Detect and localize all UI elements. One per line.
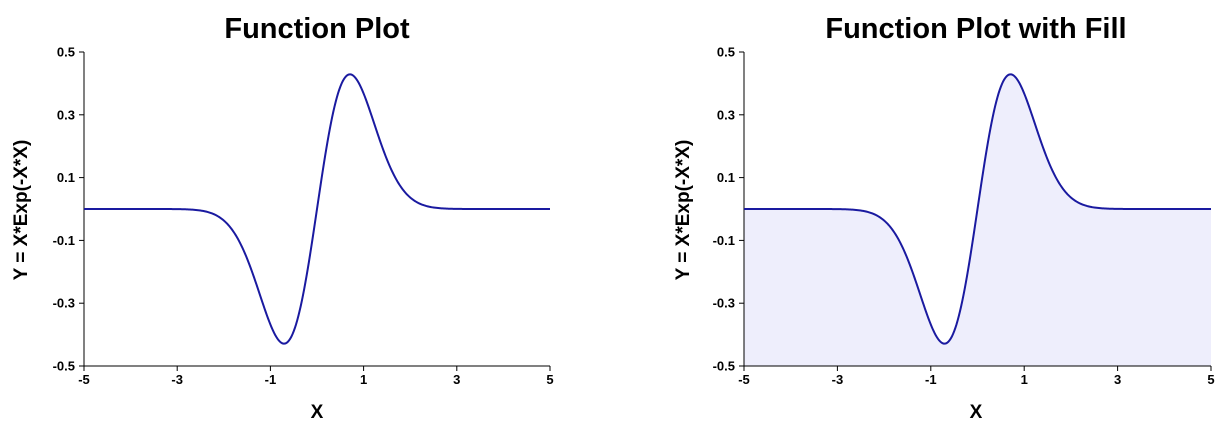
y-tick-label: 0.5: [57, 45, 75, 60]
x-axis-label: X: [311, 402, 324, 421]
y-tick-label: 0.5: [717, 45, 735, 60]
function-plot-with-fill-chart: Function Plot with Fill X Y = X*Exp(-X*X…: [673, 13, 1215, 421]
y-tick-label: -0.5: [713, 359, 735, 374]
x-tick-label: 5: [1207, 372, 1214, 387]
x-tick-label: -3: [832, 372, 844, 387]
function-plot-chart: Function Plot X Y = X*Exp(-X*X) -0.5 -0.3…: [11, 13, 554, 421]
x-tick-label: 1: [1021, 372, 1028, 387]
tick-labels: -0.5 -0.3 -0.1 0.1 0.3 0.5 -5 -3 -1 1 3 5: [53, 45, 554, 388]
x-tick-label: -1: [265, 372, 277, 387]
y-tick-label: -0.1: [713, 233, 735, 248]
x-tick-label: 3: [1114, 372, 1121, 387]
x-tick-label: -5: [738, 372, 750, 387]
y-axis-label: Y = X*Exp(-X*X): [11, 140, 32, 281]
y-tick-label: 0.1: [717, 170, 735, 185]
plot-area: [83, 52, 550, 367]
function-line: [744, 73, 1211, 345]
y-axis-label: Y = X*Exp(-X*X): [673, 140, 694, 281]
tick-labels: -0.5 -0.3 -0.1 0.1 0.3 0.5 -5 -3 -1 1 3 5: [713, 45, 1215, 388]
y-tick-label: 0.1: [57, 170, 75, 185]
fill-area: [744, 74, 1211, 366]
chart-title: Function Plot with Fill: [825, 13, 1126, 45]
y-tick-label: -0.3: [713, 296, 735, 311]
x-tick-label: 1: [360, 372, 367, 387]
y-tick-label: -0.1: [53, 233, 75, 248]
x-tick-label: 3: [453, 372, 460, 387]
y-tick-label: -0.3: [53, 296, 75, 311]
plot-area: [743, 52, 1211, 367]
x-tick-label: -1: [925, 372, 937, 387]
y-tick-label: 0.3: [57, 107, 75, 122]
x-tick-label: -3: [171, 372, 183, 387]
function-line: [84, 73, 550, 345]
y-tick-label: -0.5: [53, 359, 75, 374]
x-tick-label: -5: [78, 372, 90, 387]
x-axis-label: X: [970, 402, 983, 421]
x-tick-label: 5: [546, 372, 553, 387]
chart-title: Function Plot: [224, 13, 410, 45]
y-tick-label: 0.3: [717, 107, 735, 122]
